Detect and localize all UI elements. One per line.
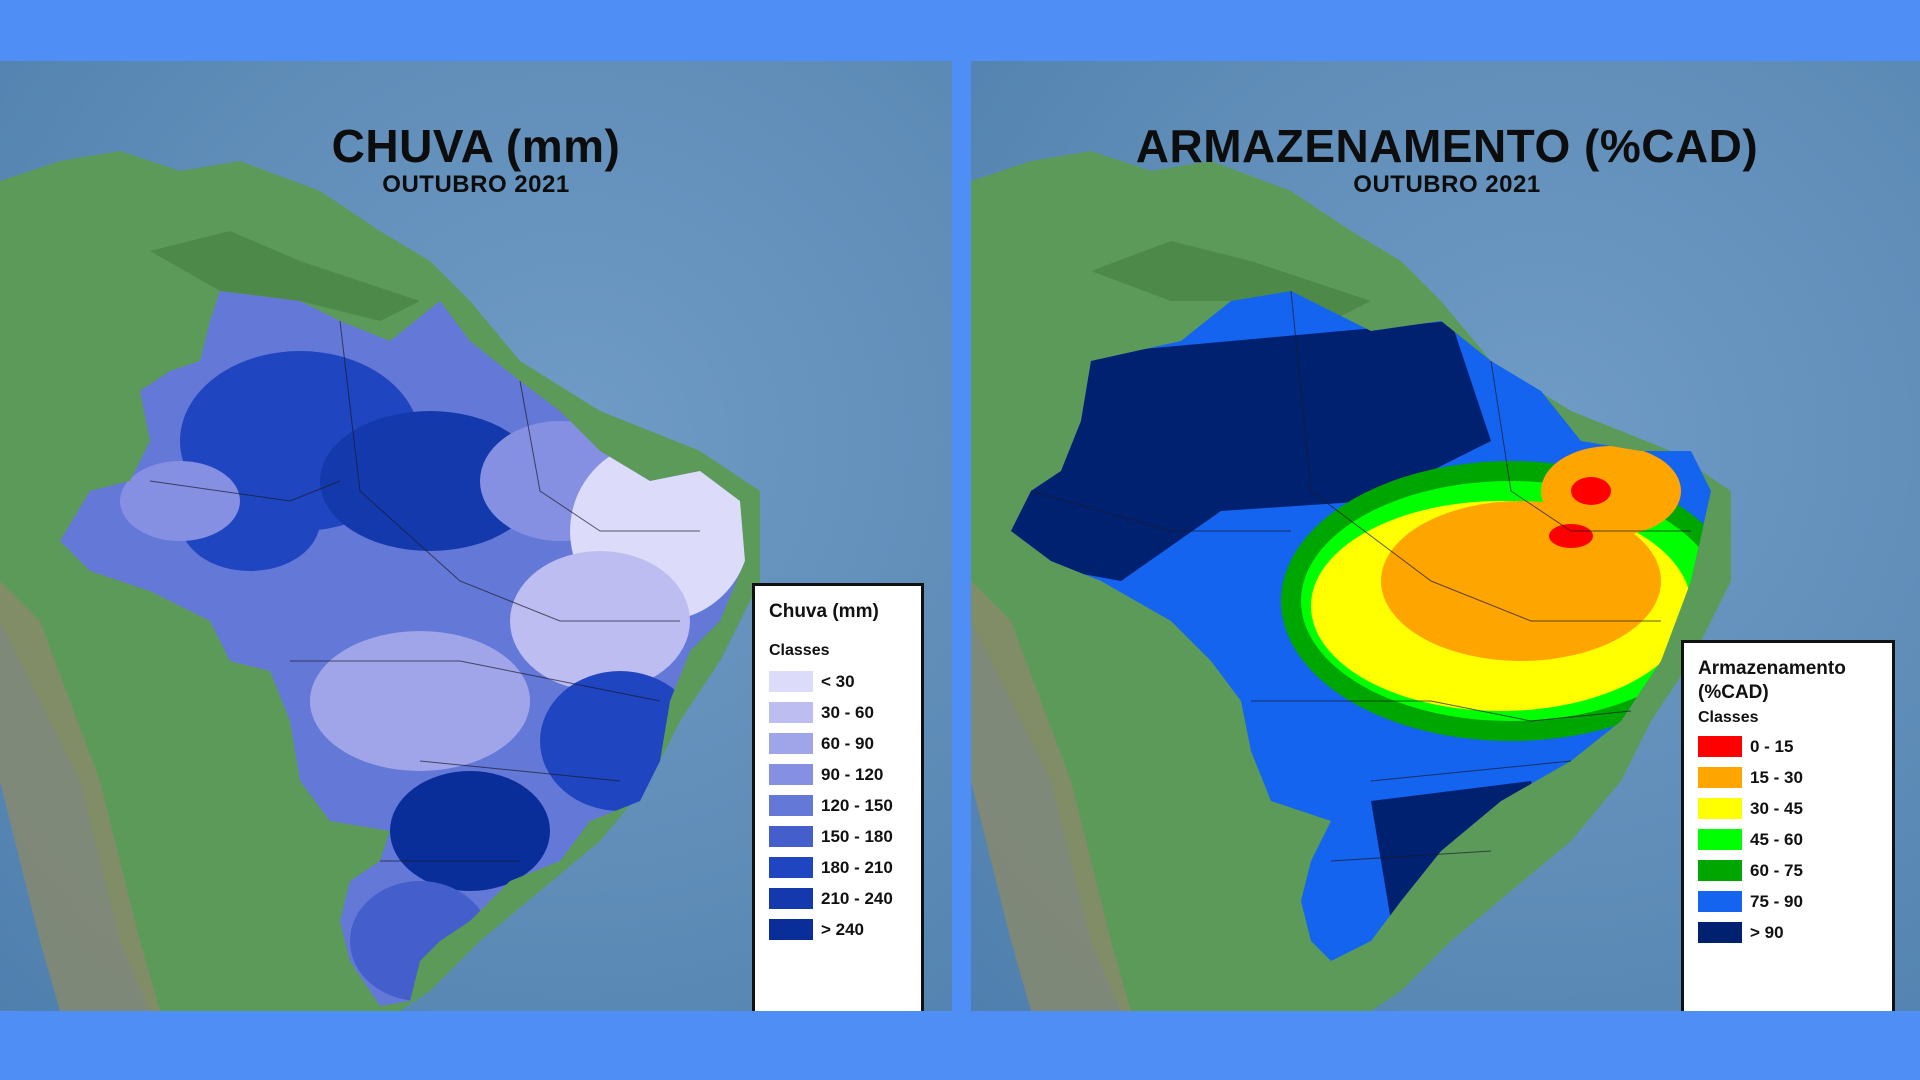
legend-label: 120 - 150: [821, 795, 893, 815]
guiana-highlands: [150, 231, 420, 321]
legend-label: > 90: [1750, 922, 1784, 942]
rainfall-map: [0, 151, 760, 1011]
legend-swatch: [769, 857, 813, 878]
legend-item: 30 - 45: [1698, 793, 1878, 824]
legend-label: 180 - 210: [821, 857, 893, 877]
legend-swatch: [1698, 798, 1742, 819]
legend-swatch: [769, 702, 813, 723]
rainfall-legend: Chuva (mm) Classes < 30 30 - 60 60 - 90 …: [752, 583, 924, 1011]
legend-label: 210 - 240: [821, 888, 893, 908]
legend-item: 150 - 180: [769, 821, 907, 852]
legend-swatch: [1698, 829, 1742, 850]
legend-swatch: [769, 826, 813, 847]
legend-title: Chuva (mm): [769, 601, 879, 622]
legend-swatch: [769, 764, 813, 785]
legend-swatch: [1698, 891, 1742, 912]
legend-label: 60 - 75: [1750, 860, 1803, 880]
legend-label: 30 - 45: [1750, 798, 1803, 818]
legend-subtitle: Classes: [1698, 709, 1759, 726]
legend-subtitle: Classes: [769, 642, 830, 659]
andes-relief: [971, 581, 1131, 1011]
legend-label: 30 - 60: [821, 702, 874, 722]
legend-item: > 240: [769, 914, 907, 945]
map-title: CHUVA (mm): [331, 120, 621, 172]
legend-label: 75 - 90: [1750, 891, 1803, 911]
water-storage-map-panel: ARMAZENAMENTO (%CAD) OUTUBRO 2021 Armaze…: [971, 61, 1920, 1011]
legend-swatch: [1698, 922, 1742, 943]
rainfall-map-panel: CHUVA (mm) OUTUBRO 2021 Chuva (mm) Class…: [0, 61, 952, 1011]
state-borders: [1030, 290, 1691, 862]
legend-swatch: [769, 919, 813, 940]
legend-swatch: [1698, 736, 1742, 757]
legend-swatch: [769, 888, 813, 909]
legend-swatch: [769, 795, 813, 816]
legend-item: 210 - 240: [769, 883, 907, 914]
legend-item: 60 - 75: [1698, 855, 1878, 886]
legend-swatch: [1698, 767, 1742, 788]
legend-item: < 30: [769, 666, 907, 697]
legend-item: 75 - 90: [1698, 886, 1878, 917]
legend-label: 15 - 30: [1750, 767, 1803, 787]
legend-item: 45 - 60: [1698, 824, 1878, 855]
storage-classes: [1011, 321, 1711, 921]
legend-swatch: [769, 671, 813, 692]
legend-title-line1: Armazenamento: [1698, 658, 1846, 679]
legend-label: 90 - 120: [821, 764, 884, 784]
andes-relief: [0, 581, 160, 1011]
state-borders: [149, 320, 700, 862]
legend-item: 120 - 150: [769, 790, 907, 821]
map-subtitle: OUTUBRO 2021: [382, 171, 570, 198]
legend-item: 15 - 30: [1698, 762, 1878, 793]
legend-swatch: [769, 733, 813, 754]
map-title: ARMAZENAMENTO (%CAD): [1135, 120, 1759, 172]
water-storage-map: [971, 151, 1731, 1011]
legend-item: 30 - 60: [769, 697, 907, 728]
legend-label: > 240: [821, 919, 865, 939]
legend-label: 0 - 15: [1750, 736, 1794, 756]
legend-item: 180 - 210: [769, 852, 907, 883]
legend-item: 0 - 15: [1698, 731, 1878, 762]
legend-item: > 90: [1698, 917, 1878, 948]
legend-swatch: [1698, 860, 1742, 881]
legend-label: 60 - 90: [821, 733, 874, 753]
legend-title-line2: (%CAD): [1698, 682, 1769, 703]
legend-item: 90 - 120: [769, 759, 907, 790]
storage-legend: Armazenamento (%CAD) Classes 0 - 15 15 -…: [1681, 640, 1895, 1011]
legend-label: 150 - 180: [821, 826, 893, 846]
legend-label: 45 - 60: [1750, 829, 1803, 849]
legend-item: 60 - 90: [769, 728, 907, 759]
map-subtitle: OUTUBRO 2021: [1353, 171, 1541, 198]
legend-label: < 30: [821, 671, 855, 691]
